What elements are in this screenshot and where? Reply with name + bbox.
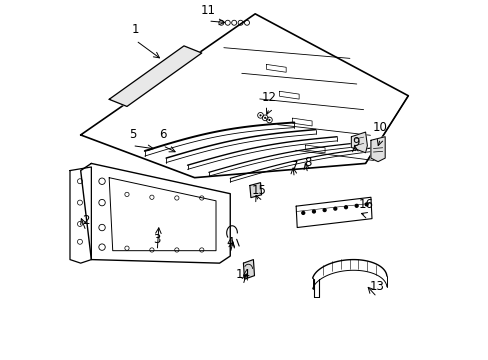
Circle shape: [301, 212, 304, 214]
Text: 13: 13: [369, 280, 384, 293]
Text: 15: 15: [251, 184, 265, 197]
Text: 10: 10: [372, 121, 387, 134]
Circle shape: [344, 206, 346, 209]
Text: 8: 8: [304, 156, 311, 169]
Polygon shape: [81, 14, 407, 178]
Circle shape: [264, 117, 265, 119]
Polygon shape: [296, 197, 371, 228]
Circle shape: [365, 203, 367, 206]
Polygon shape: [350, 132, 366, 153]
Circle shape: [312, 210, 315, 213]
Polygon shape: [109, 46, 202, 107]
Polygon shape: [70, 167, 91, 263]
Text: 9: 9: [351, 136, 359, 149]
Text: 3: 3: [153, 233, 161, 246]
Polygon shape: [370, 137, 385, 162]
Text: 7: 7: [290, 161, 298, 174]
Polygon shape: [249, 183, 261, 198]
Text: 1: 1: [132, 23, 140, 36]
Circle shape: [323, 209, 325, 212]
Polygon shape: [81, 163, 230, 263]
Text: 5: 5: [128, 129, 136, 141]
Polygon shape: [243, 260, 254, 279]
Text: 12: 12: [262, 91, 276, 104]
Text: 6: 6: [159, 129, 166, 141]
Circle shape: [355, 204, 357, 207]
Text: 2: 2: [82, 214, 90, 227]
Text: 16: 16: [358, 198, 373, 211]
Circle shape: [268, 119, 270, 121]
Text: 4: 4: [226, 236, 234, 249]
Text: 11: 11: [200, 4, 215, 17]
Text: 14: 14: [235, 268, 250, 281]
Circle shape: [333, 207, 336, 210]
Circle shape: [259, 114, 261, 116]
